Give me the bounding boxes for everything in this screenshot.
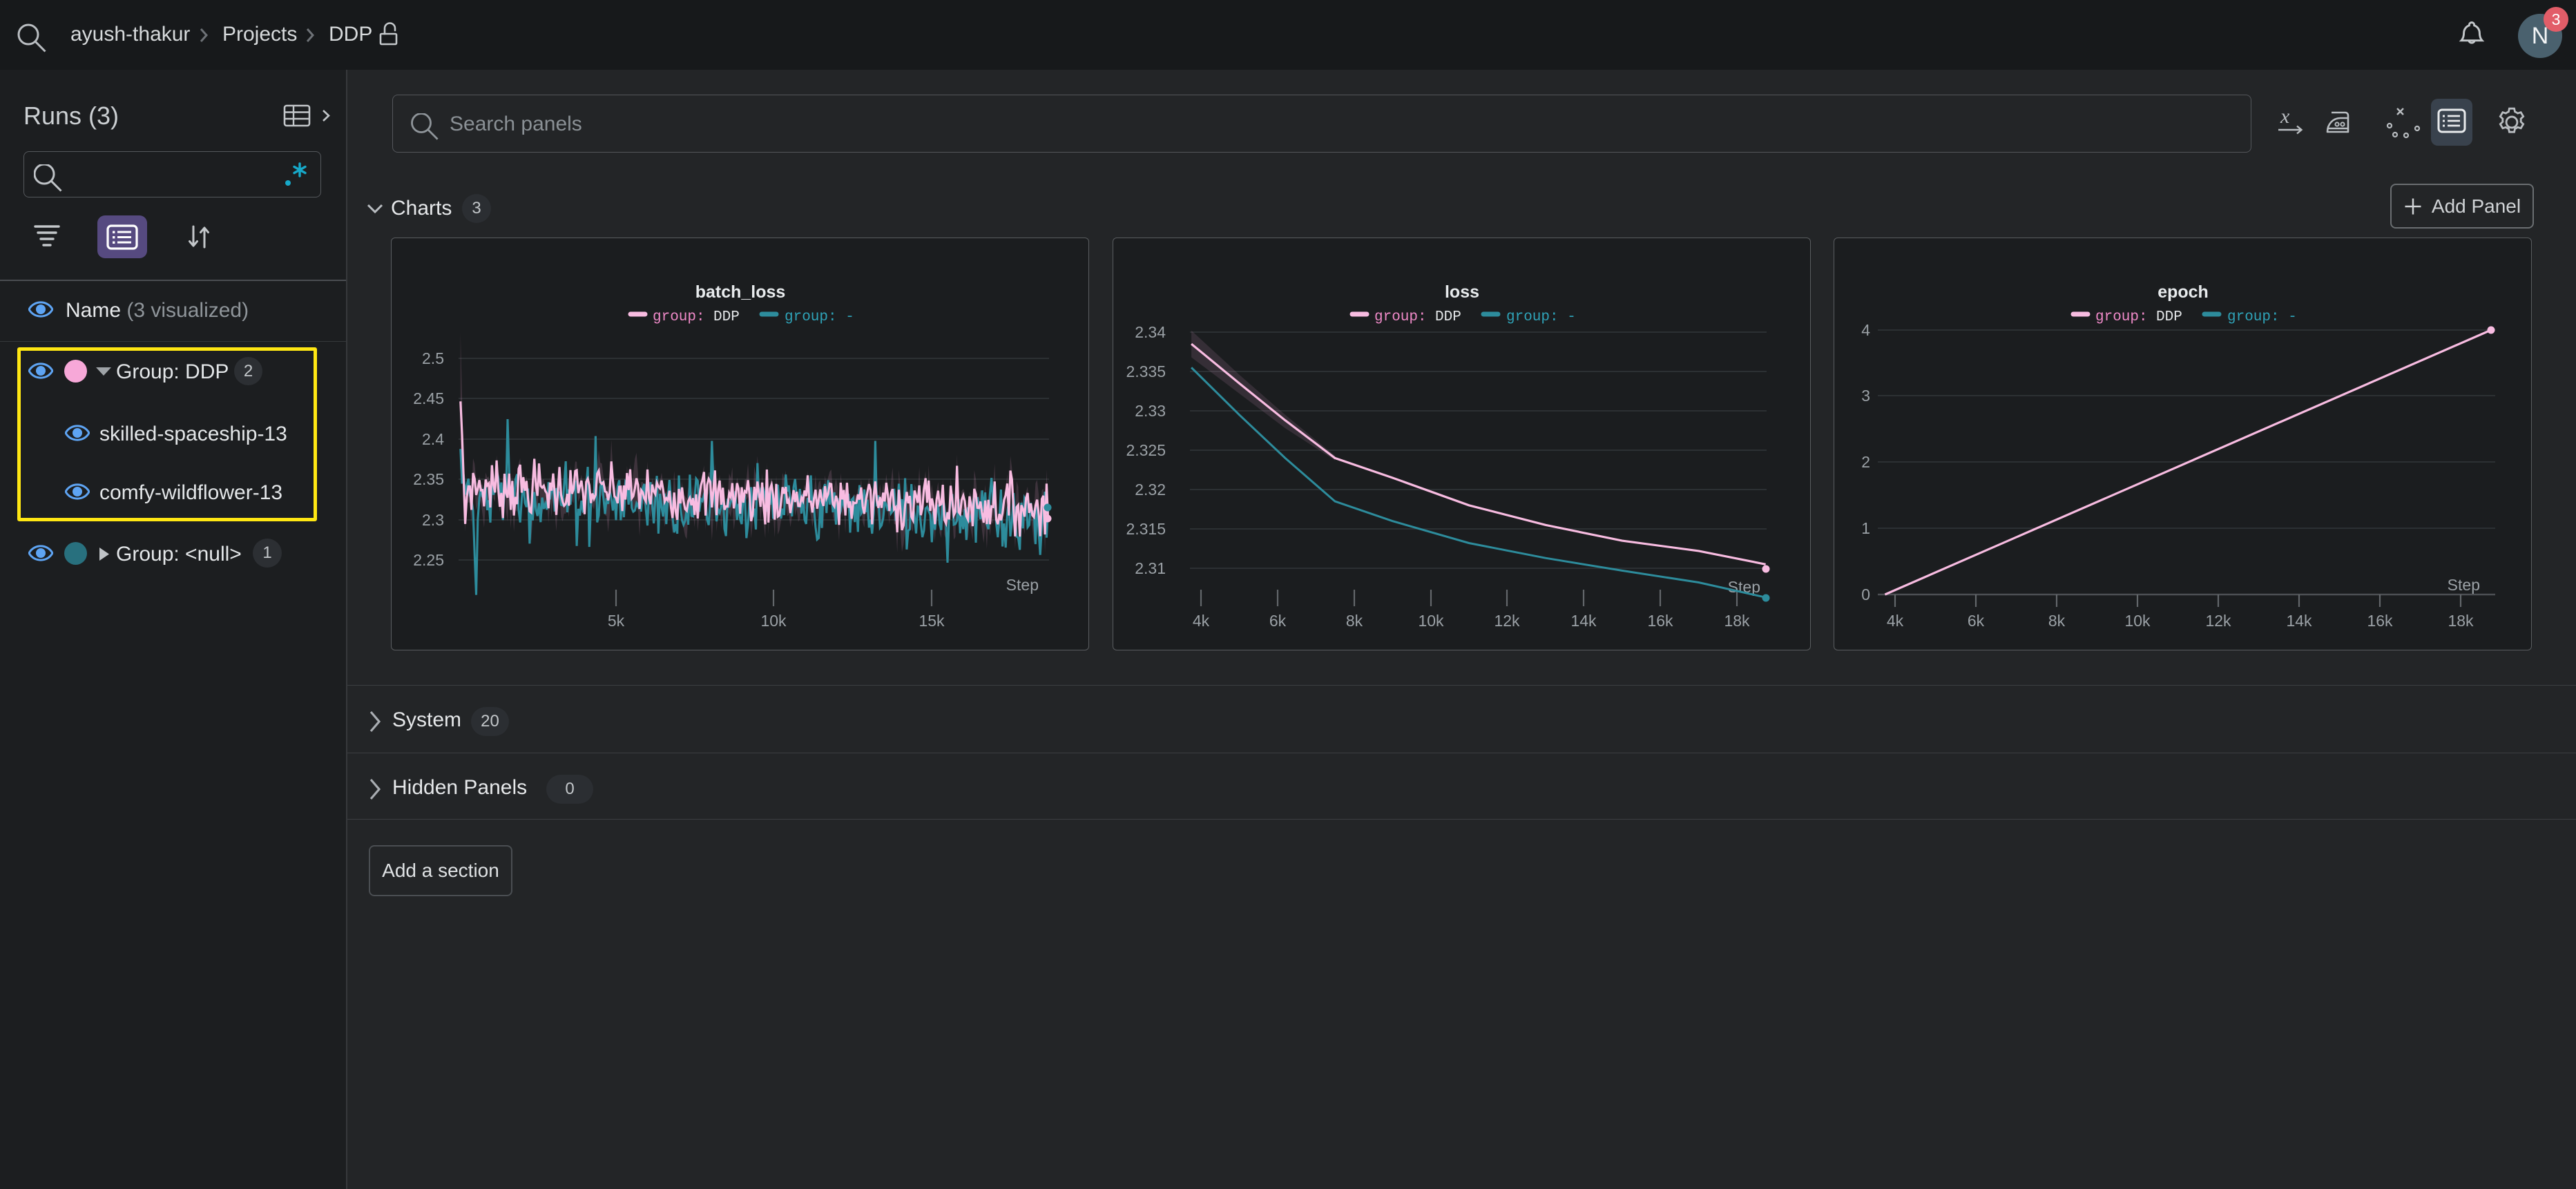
svg-text:4k: 4k — [1887, 612, 1904, 630]
svg-text:2.33: 2.33 — [1135, 402, 1166, 420]
svg-text:6k: 6k — [1968, 612, 1985, 630]
svg-text:14k: 14k — [1570, 612, 1597, 630]
svg-text:2.25: 2.25 — [413, 551, 444, 569]
svg-text:1: 1 — [1861, 519, 1870, 537]
svg-text:2.5: 2.5 — [422, 349, 444, 367]
svg-text:2.32: 2.32 — [1135, 481, 1166, 499]
svg-text:18k: 18k — [2448, 612, 2474, 630]
svg-text:loss: loss — [1445, 282, 1479, 302]
svg-text:DDP: DDP — [1435, 309, 1461, 325]
svg-text:2.34: 2.34 — [1135, 323, 1166, 341]
svg-text:12k: 12k — [2205, 612, 2231, 630]
svg-text:18k: 18k — [1724, 612, 1750, 630]
svg-text:2.35: 2.35 — [413, 470, 444, 488]
svg-text:epoch: epoch — [2157, 282, 2209, 302]
svg-text:group:: group: — [2095, 309, 2148, 325]
svg-text:Step: Step — [2448, 576, 2480, 594]
svg-text:group:: group: — [1374, 309, 1427, 325]
svg-text:2.315: 2.315 — [1126, 520, 1166, 538]
svg-text:group: -: group: - — [785, 309, 854, 325]
svg-text:4k: 4k — [1193, 612, 1210, 630]
svg-text:DDP: DDP — [713, 309, 740, 325]
svg-text:2.325: 2.325 — [1126, 441, 1166, 459]
svg-text:10k: 10k — [2124, 612, 2151, 630]
svg-text:14k: 14k — [2286, 612, 2312, 630]
svg-text:12k: 12k — [1494, 612, 1520, 630]
svg-text:2.335: 2.335 — [1126, 362, 1166, 380]
svg-text:0: 0 — [1861, 586, 1870, 603]
svg-text:Step: Step — [1006, 576, 1039, 594]
svg-text:2.31: 2.31 — [1135, 559, 1166, 577]
svg-text:group:: group: — [653, 309, 705, 325]
svg-text:6k: 6k — [1269, 612, 1287, 630]
svg-text:8k: 8k — [2048, 612, 2066, 630]
svg-text:DDP: DDP — [2156, 309, 2182, 325]
svg-text:2.45: 2.45 — [413, 389, 444, 407]
svg-text:3: 3 — [1861, 387, 1870, 405]
svg-text:10k: 10k — [760, 612, 787, 630]
svg-text:16k: 16k — [1647, 612, 1673, 630]
svg-text:5k: 5k — [608, 612, 625, 630]
svg-text:4: 4 — [1861, 321, 1870, 339]
svg-text:x: x — [2280, 105, 2290, 128]
svg-text:16k: 16k — [2367, 612, 2393, 630]
svg-text:10k: 10k — [1418, 612, 1444, 630]
svg-text:2.3: 2.3 — [422, 511, 444, 529]
svg-text:group: -: group: - — [1506, 309, 1576, 325]
svg-text:8k: 8k — [1346, 612, 1363, 630]
svg-text:15k: 15k — [919, 612, 945, 630]
svg-text:2: 2 — [1861, 453, 1870, 471]
svg-text:2.4: 2.4 — [422, 430, 444, 448]
svg-text:group: -: group: - — [2227, 309, 2297, 325]
svg-text:batch_loss: batch_loss — [695, 282, 786, 302]
